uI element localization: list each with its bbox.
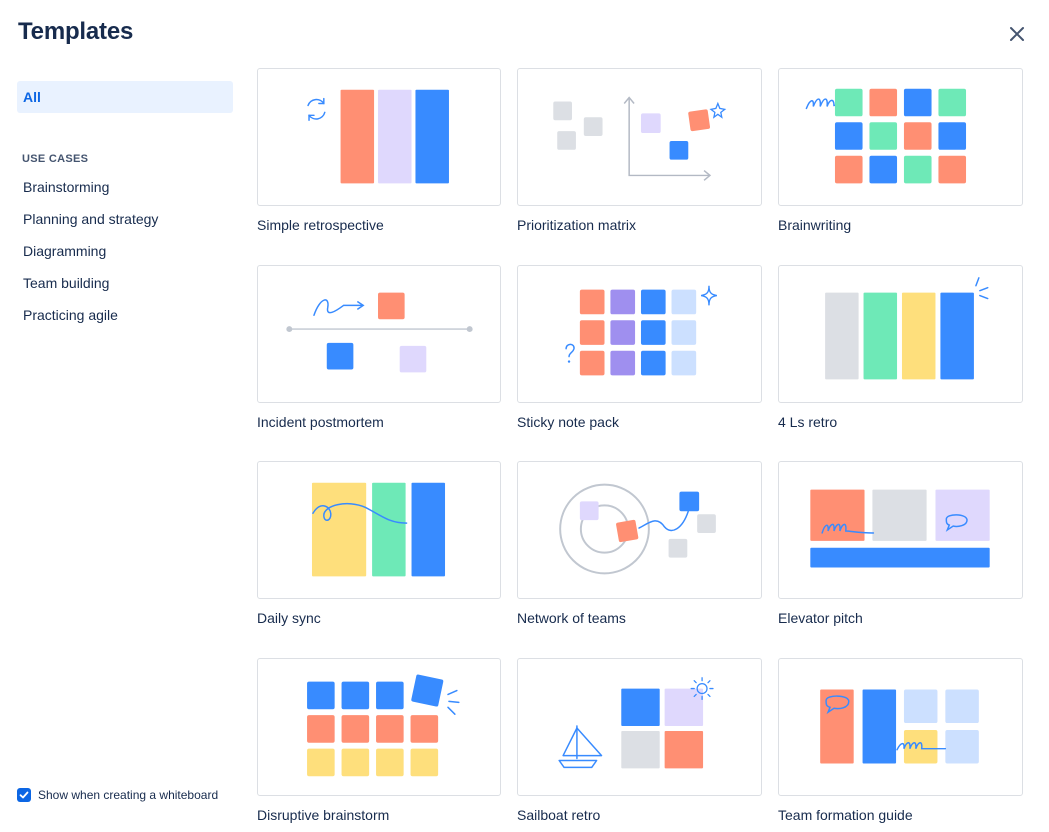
sidebar-item-brainstorming[interactable]: Brainstorming [23, 179, 110, 195]
template-thumbnail [778, 68, 1023, 206]
sun-icon [690, 676, 714, 700]
templates-grid: Simple retrospective Prioritization matr… [257, 68, 1023, 832]
burst-icon [975, 276, 989, 299]
template-title: Team formation guide [778, 806, 913, 823]
template-thumbnail [517, 68, 762, 206]
question-icon [565, 343, 575, 357]
template-card-elevator-pitch[interactable]: Elevator pitch [778, 461, 1023, 658]
sidebar-item-team-building[interactable]: Team building [23, 275, 110, 291]
speech-bubble-icon [825, 694, 850, 714]
template-title: Brainwriting [778, 217, 852, 233]
check-icon [19, 791, 29, 799]
sailboat-icon [558, 724, 603, 768]
template-title: Incident postmortem [257, 413, 384, 430]
template-thumbnail [257, 461, 501, 599]
template-title: Prioritization matrix [517, 217, 637, 233]
sparkle-icon [700, 285, 717, 305]
template-card-sailboat-retro[interactable]: Sailboat retro [517, 657, 762, 832]
template-thumbnail [778, 264, 1023, 403]
template-title: Network of teams [517, 610, 626, 626]
sidebar-item-planning-and-strategy[interactable]: Planning and strategy [23, 211, 159, 227]
show-when-checkbox[interactable] [17, 788, 31, 802]
sidebar-item-all[interactable]: All [17, 81, 233, 113]
refresh-icon [307, 97, 326, 121]
template-title: Elevator pitch [778, 610, 863, 626]
burst-icon [447, 689, 460, 715]
template-thumbnail [778, 461, 1023, 599]
close-icon [1010, 27, 1024, 41]
template-title: Disruptive brainstorm [257, 806, 390, 823]
template-card-simple-retrospective[interactable]: Simple retrospective [257, 68, 501, 265]
template-title: Simple retrospective [257, 217, 384, 233]
page-title: Templates [18, 18, 134, 45]
close-button[interactable] [1004, 21, 1030, 47]
speech-bubble-icon [945, 514, 968, 532]
template-title: Sticky note pack [517, 413, 619, 430]
template-thumbnail [517, 461, 762, 599]
use-cases-heading: USE CASES [22, 153, 89, 165]
template-thumbnail [778, 657, 1023, 796]
template-thumbnail [257, 264, 501, 403]
template-card-incident-postmortem[interactable]: Incident postmortem [257, 264, 501, 462]
template-card-disruptive-brainstorm[interactable]: Disruptive brainstorm [257, 657, 501, 832]
template-title: Daily sync [257, 610, 321, 626]
template-card-prioritization-matrix[interactable]: Prioritization matrix [517, 68, 762, 265]
sidebar-item-practicing-agile[interactable]: Practicing agile [23, 307, 118, 323]
template-card-daily-sync[interactable]: Daily sync [257, 461, 501, 658]
show-when-label: Show when creating a whiteboard [38, 788, 219, 802]
template-title: Sailboat retro [517, 806, 601, 823]
template-title: 4 Ls retro [778, 413, 838, 430]
show-when-option: Show when creating a whiteboard [17, 788, 218, 802]
sparkle-icon [709, 101, 727, 119]
sidebar: All USE CASES Brainstorming Planning and… [17, 81, 233, 331]
template-thumbnail [517, 657, 762, 796]
template-thumbnail [257, 657, 501, 796]
template-card-team-formation-guide[interactable]: Team formation guide [778, 657, 1023, 832]
sidebar-item-diagramming[interactable]: Diagramming [23, 243, 107, 259]
template-card-network-of-teams[interactable]: Network of teams [517, 461, 762, 658]
template-card-4-ls-retro[interactable]: 4 Ls retro [778, 264, 1023, 462]
template-thumbnail [517, 264, 762, 403]
template-thumbnail [257, 68, 501, 206]
template-card-sticky-note-pack[interactable]: Sticky note pack [517, 264, 762, 462]
template-card-brainwriting[interactable]: Brainwriting [778, 68, 1023, 265]
